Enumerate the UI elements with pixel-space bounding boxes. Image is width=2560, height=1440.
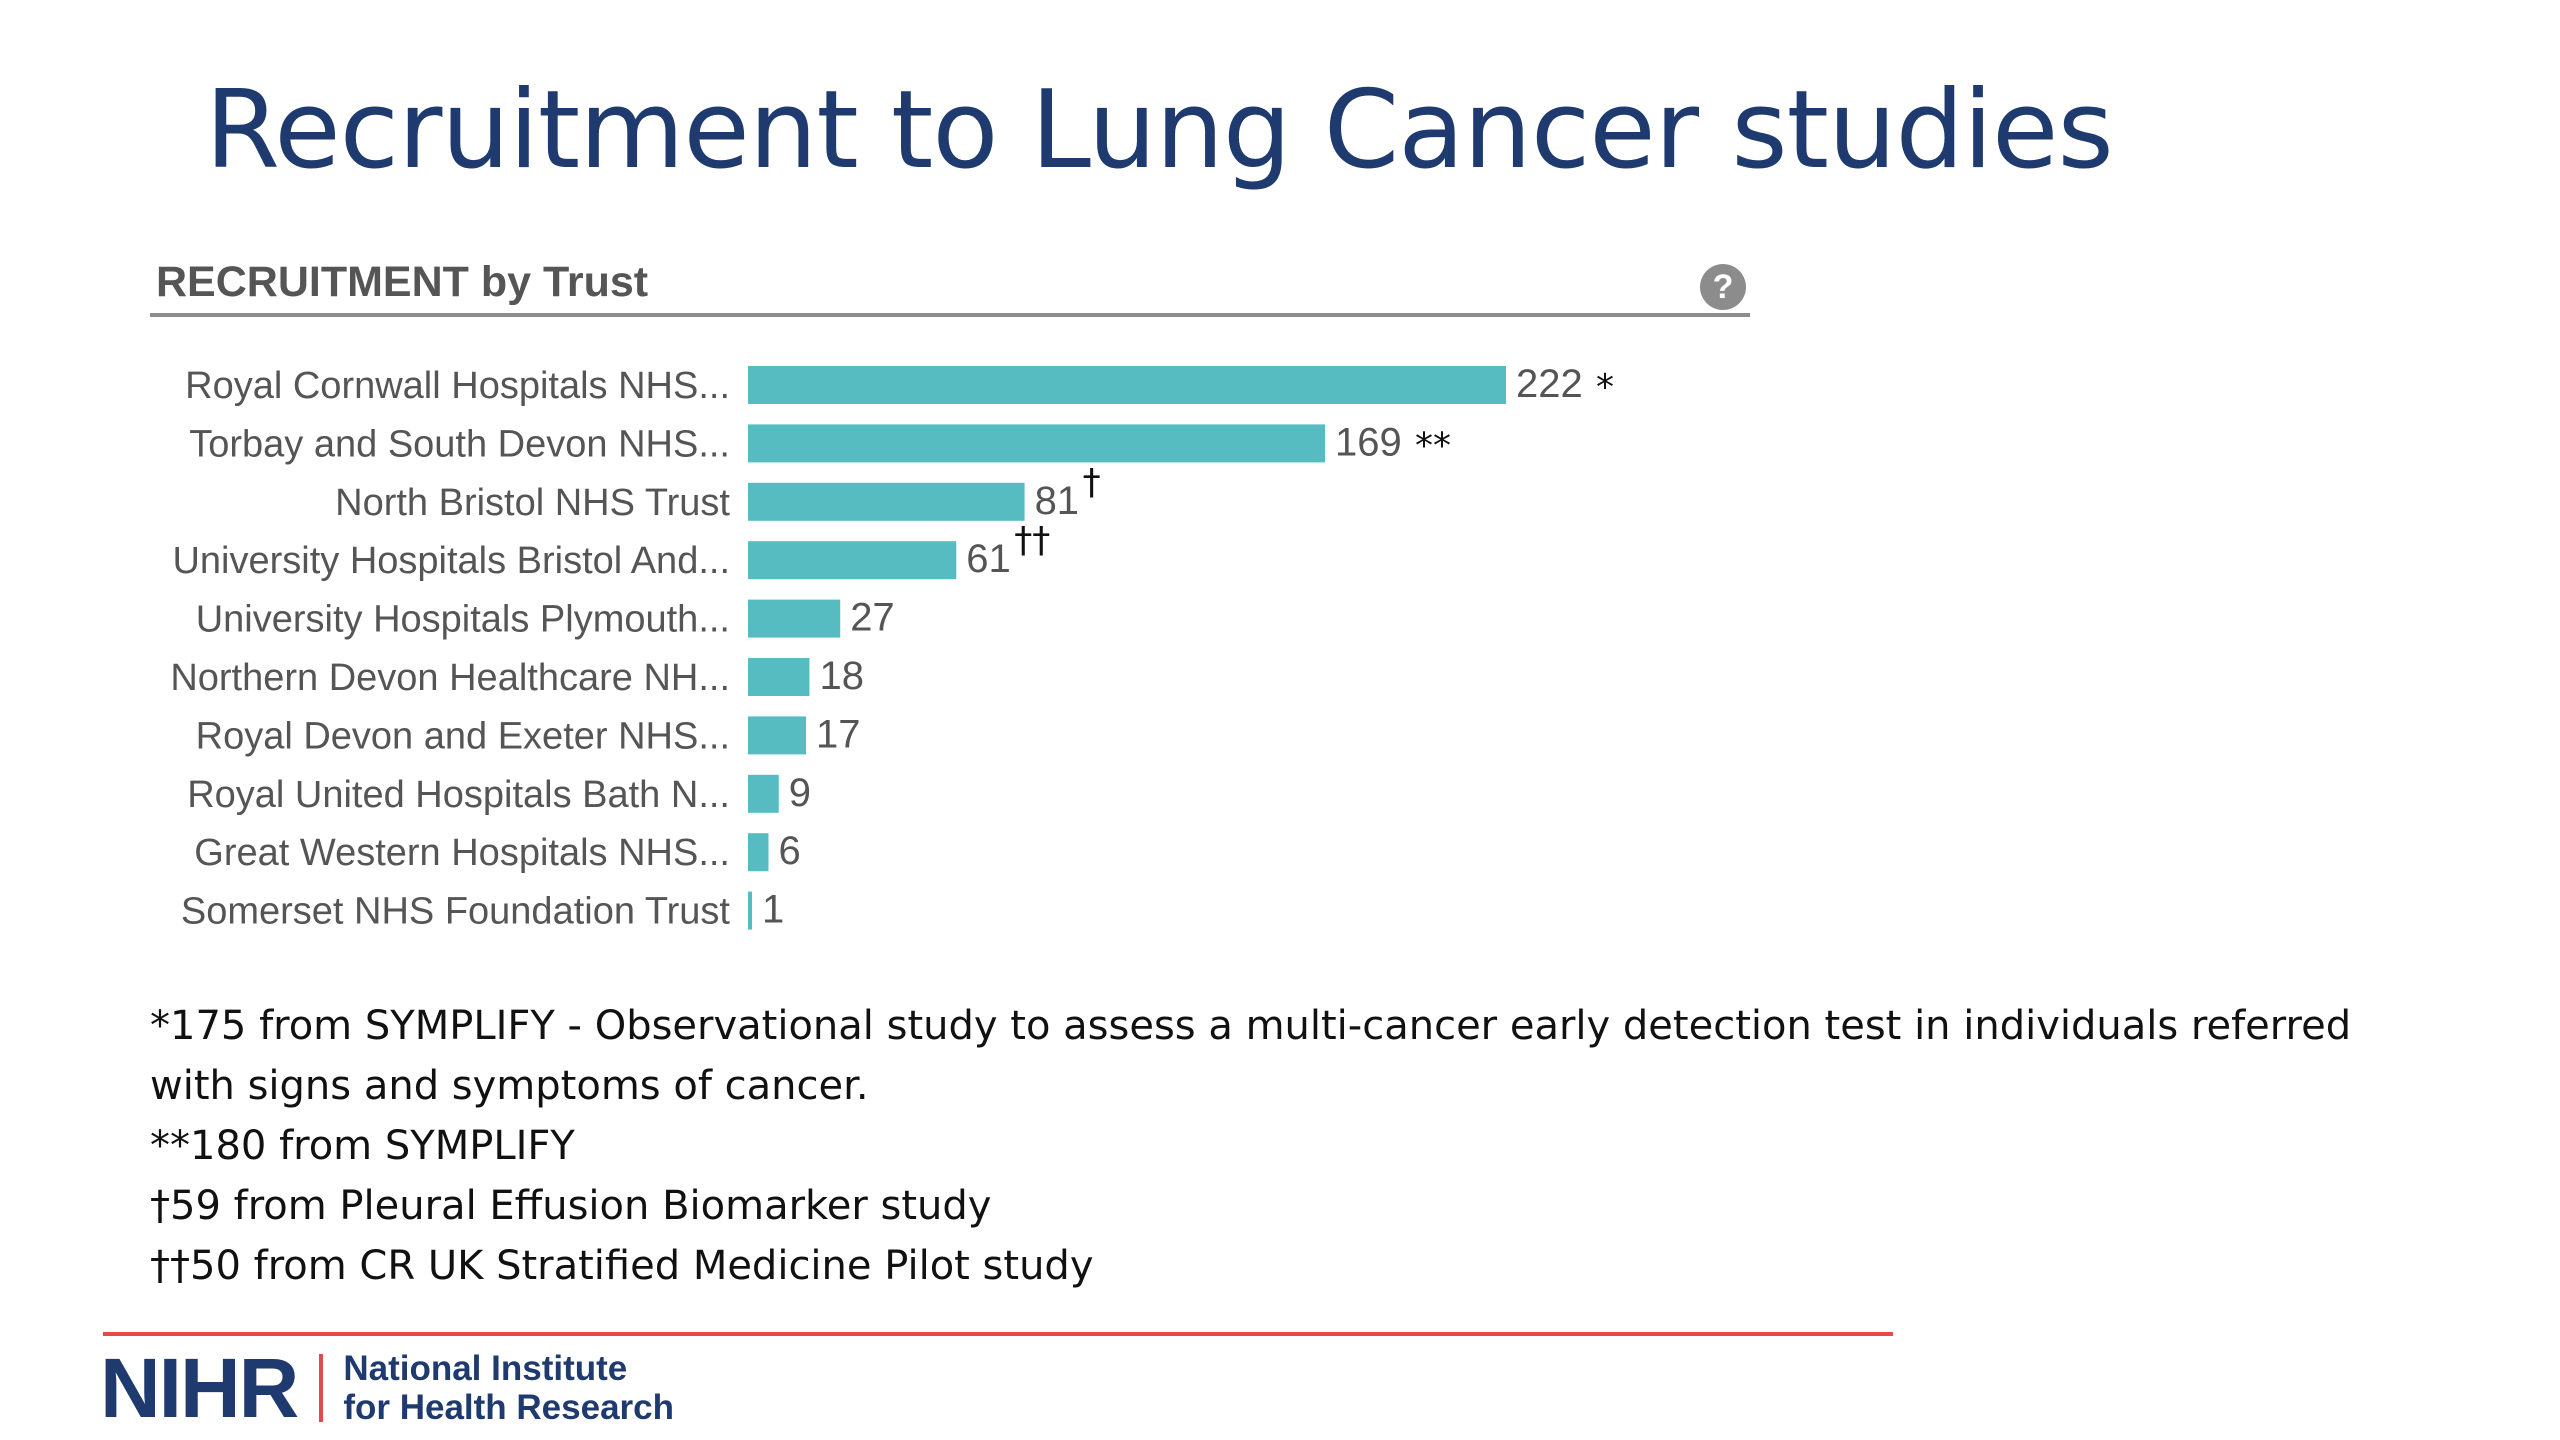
recruitment-bar-chart: Royal Cornwall Hospitals NHS... 222 * Torba… [170, 362, 1614, 933]
value-label: 61 [966, 537, 1011, 581]
footnote-line: ††50 from CR UK Stratified Medicine Pilo… [150, 1243, 1094, 1289]
bar[interactable] [748, 774, 779, 813]
bar[interactable] [748, 541, 957, 580]
footnote-marker: * [1596, 367, 1614, 408]
bar[interactable] [748, 658, 810, 696]
nihr-logo-line2: for Health Research [343, 1388, 674, 1427]
nihr-logo-mark: NIHR [100, 1341, 299, 1435]
footer-divider [103, 1332, 1893, 1336]
category-label: Royal Cornwall Hospitals NHS... [185, 365, 730, 407]
value-label: 27 [850, 596, 895, 640]
nihr-logo-text: National Institute for Health Research [343, 1349, 674, 1427]
panel-heading: RECRUITMENT by Trust [156, 258, 649, 306]
footnotes: *175 from SYMPLIFY - Observational study… [150, 996, 2450, 1296]
value-label: 169 [1335, 420, 1402, 464]
category-label: Somerset NHS Foundation Trust [181, 891, 731, 933]
footnote-marker: ** [1415, 425, 1451, 466]
category-label: Royal United Hospitals Bath N... [187, 774, 730, 816]
bar[interactable] [748, 716, 807, 755]
footnote-marker: † [1083, 462, 1101, 503]
value-label: 18 [819, 654, 864, 698]
slide-title: Recruitment to Lung Cancer studies [205, 68, 2114, 193]
footnote-line: with signs and symptoms of cancer. [150, 1063, 869, 1109]
nihr-logo-line1: National Institute [343, 1349, 628, 1388]
value-label: 6 [778, 829, 800, 873]
value-label: 1 [762, 888, 784, 932]
footnote-marker: †† [1014, 520, 1050, 561]
panel-divider [150, 313, 1750, 317]
footnote-line: **180 from SYMPLIFY [150, 1123, 575, 1169]
category-label: University Hospitals Bristol And... [172, 540, 730, 582]
category-label: University Hospitals Plymouth... [196, 599, 730, 641]
category-label: Torbay and South Devon NHS... [189, 423, 730, 465]
category-label: Northern Devon Healthcare NH... [170, 657, 730, 699]
bar[interactable] [748, 599, 841, 638]
category-label: Royal Devon and Exeter NHS... [196, 715, 730, 757]
bar[interactable] [748, 833, 769, 872]
bar[interactable] [748, 482, 1025, 521]
bar[interactable] [748, 891, 752, 930]
value-label: 9 [789, 771, 811, 815]
nihr-logo-separator [319, 1354, 324, 1422]
help-icon[interactable]: ? [1700, 264, 1746, 310]
value-label: 17 [816, 712, 861, 756]
bar[interactable] [748, 424, 1326, 463]
footnote-line: †59 from Pleural Effusion Biomarker stud… [150, 1183, 992, 1229]
nihr-logo: NIHR National Institute for Health Resea… [100, 1341, 674, 1435]
bar[interactable] [748, 366, 1506, 404]
category-label: North Bristol NHS Trust [335, 482, 730, 524]
value-label: 222 [1516, 362, 1583, 406]
category-label: Great Western Hospitals NHS... [194, 832, 730, 874]
footnote-line: *175 from SYMPLIFY - Observational study… [150, 1003, 2352, 1049]
value-label: 81 [1035, 479, 1080, 523]
